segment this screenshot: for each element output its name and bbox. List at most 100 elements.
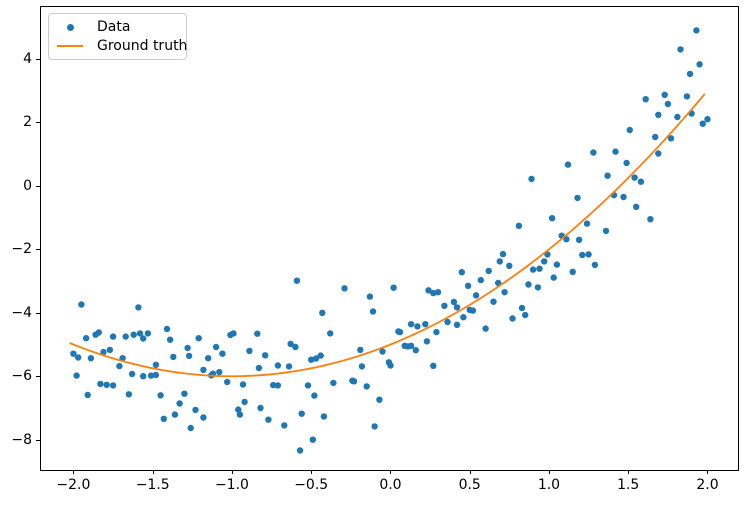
data-point bbox=[350, 378, 358, 385]
data-point bbox=[170, 353, 177, 361]
data-point bbox=[195, 335, 202, 342]
data-point bbox=[125, 391, 133, 398]
data-point bbox=[254, 330, 261, 337]
data-point bbox=[212, 343, 220, 351]
data-point bbox=[152, 361, 160, 368]
data-point bbox=[496, 258, 503, 265]
data-point bbox=[136, 330, 144, 337]
data-point bbox=[569, 268, 576, 275]
data-point bbox=[176, 400, 183, 407]
legend-label-ground-truth: Ground truth bbox=[97, 37, 188, 54]
data-point bbox=[262, 352, 269, 359]
data-point bbox=[460, 314, 467, 321]
data-point bbox=[255, 364, 263, 372]
data-point bbox=[407, 342, 415, 349]
data-point bbox=[612, 148, 619, 155]
data-point bbox=[485, 267, 492, 275]
data-point bbox=[369, 308, 377, 315]
data-point bbox=[387, 362, 394, 369]
data-point bbox=[574, 194, 581, 202]
data-point bbox=[157, 392, 164, 399]
data-point bbox=[171, 411, 179, 418]
x-tick-mark bbox=[73, 470, 75, 474]
data-point bbox=[412, 347, 419, 354]
data-point bbox=[620, 193, 627, 201]
data-point bbox=[95, 329, 102, 336]
y-tick-mark bbox=[36, 312, 40, 314]
data-point bbox=[130, 331, 137, 338]
data-point bbox=[425, 287, 432, 294]
x-tick-mark bbox=[152, 470, 154, 474]
data-point bbox=[667, 135, 675, 142]
y-tick-label: 0 bbox=[23, 177, 32, 194]
legend-marker-box bbox=[57, 44, 83, 47]
data-point bbox=[575, 236, 583, 243]
data-point bbox=[506, 262, 513, 269]
data-point bbox=[330, 379, 337, 387]
y-tick-mark bbox=[36, 439, 40, 441]
data-point bbox=[631, 174, 638, 181]
data-point bbox=[371, 423, 378, 430]
data-point bbox=[274, 362, 282, 369]
data-point bbox=[230, 330, 237, 337]
data-point bbox=[422, 321, 429, 328]
data-point bbox=[655, 111, 662, 119]
data-point bbox=[357, 346, 364, 354]
x-tick-label: −1.5 bbox=[135, 477, 170, 493]
y-tick-label: 2 bbox=[23, 114, 32, 131]
x-tick-label: 0.0 bbox=[379, 477, 402, 493]
data-point bbox=[529, 266, 537, 273]
data-point bbox=[308, 356, 315, 363]
data-point bbox=[604, 172, 611, 179]
data-point bbox=[265, 416, 272, 423]
data-point bbox=[166, 336, 174, 343]
data-point bbox=[311, 392, 318, 399]
legend-marker-box bbox=[57, 23, 83, 31]
plot-area bbox=[40, 6, 739, 471]
data-point bbox=[116, 362, 123, 370]
data-point bbox=[87, 355, 95, 362]
x-tick-mark bbox=[707, 470, 709, 474]
data-dot-marker-icon bbox=[66, 23, 74, 31]
data-point bbox=[287, 340, 294, 348]
data-point bbox=[536, 265, 543, 272]
data-point bbox=[633, 203, 640, 210]
x-tick-label: 0.5 bbox=[458, 477, 481, 493]
data-point bbox=[655, 150, 662, 157]
y-tick-label: −6 bbox=[11, 368, 32, 385]
y-tick-label: −8 bbox=[11, 431, 32, 448]
data-point bbox=[100, 348, 107, 356]
data-point bbox=[312, 355, 320, 362]
data-point bbox=[181, 390, 188, 397]
data-point bbox=[298, 410, 305, 417]
data-point bbox=[430, 362, 437, 369]
data-point bbox=[135, 304, 142, 311]
x-tick-label: −1.0 bbox=[214, 477, 249, 493]
data-point bbox=[522, 311, 529, 319]
data-point bbox=[541, 258, 548, 265]
data-point bbox=[285, 363, 293, 370]
data-point bbox=[686, 70, 694, 78]
data-point bbox=[152, 371, 160, 379]
x-tick-mark bbox=[548, 470, 550, 474]
data-point bbox=[319, 309, 326, 316]
data-point bbox=[693, 27, 700, 34]
data-point bbox=[235, 406, 242, 413]
data-point bbox=[160, 415, 167, 422]
data-point bbox=[626, 126, 633, 134]
data-point bbox=[642, 96, 649, 103]
data-point bbox=[677, 46, 684, 53]
x-tick-label: 1.0 bbox=[537, 477, 561, 493]
data-point bbox=[699, 120, 706, 127]
data-point bbox=[236, 411, 244, 418]
y-tick-label: −4 bbox=[11, 304, 32, 321]
data-point bbox=[683, 93, 691, 100]
data-point bbox=[499, 250, 507, 258]
data-point bbox=[257, 404, 264, 412]
data-point bbox=[396, 328, 404, 336]
x-tick-label: −2.0 bbox=[56, 477, 91, 493]
data-point bbox=[647, 216, 654, 223]
data-point bbox=[327, 330, 334, 337]
x-tick-mark bbox=[390, 470, 392, 474]
